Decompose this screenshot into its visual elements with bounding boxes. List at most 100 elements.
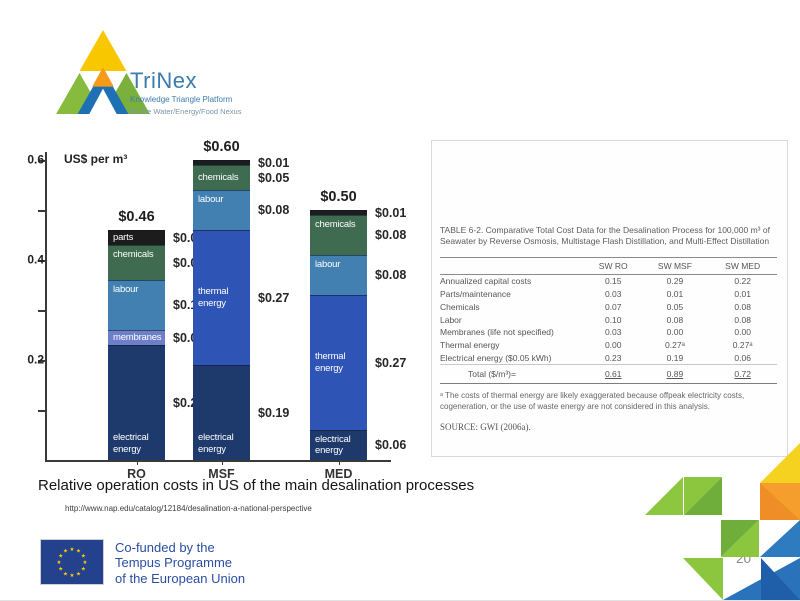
table-row: Labor 0.10 0.08 0.08 bbox=[440, 313, 777, 326]
y-axis-unit-label: US$ per m³ bbox=[64, 152, 128, 166]
table-cell: Parts/maintenance bbox=[440, 289, 511, 300]
table-cell: 0.01 bbox=[734, 289, 751, 300]
segment-chemicals: chemicals bbox=[310, 215, 367, 255]
svg-text:★: ★ bbox=[76, 549, 81, 555]
table-total-cell: 0.61 bbox=[584, 364, 642, 385]
table-header: SW RO SW MSF SW MED bbox=[440, 256, 777, 275]
x-tick bbox=[136, 460, 138, 465]
trinex-text: TriNex Knowledge Triangle Platform for t… bbox=[130, 70, 242, 117]
table-row: Annualized capital costs 0.15 0.29 0.22 bbox=[440, 274, 777, 287]
svg-text:★: ★ bbox=[70, 573, 75, 579]
eu-text: Co-funded by the Tempus Programme of the… bbox=[115, 540, 245, 586]
bar-total-label: $0.46 bbox=[118, 209, 155, 225]
cost-chart: US$ per m³ 0.2 0.4 0.6 $0.23 $0.03 $0.10 $0.07… bbox=[26, 139, 428, 490]
table-cell: 0.08 bbox=[734, 314, 751, 325]
segment-thermal-energy: thermal energy bbox=[310, 295, 367, 430]
table-row: Membranes (life not specified) 0.03 0.00 0.… bbox=[440, 326, 777, 339]
bar-total-label: $0.60 bbox=[203, 139, 240, 155]
segment-label: labour bbox=[315, 259, 341, 270]
segment-label: labour bbox=[113, 284, 139, 295]
y-tick bbox=[38, 160, 46, 162]
value-label: $0.27 bbox=[258, 290, 290, 305]
cost-table: SW RO SW MSF SW MED Annualized capital cos… bbox=[440, 256, 777, 385]
segment-label: chemicals bbox=[315, 219, 356, 230]
table-cell: Membranes (life not specified) bbox=[440, 327, 554, 338]
table-cell: 0.00 bbox=[604, 340, 622, 351]
table-total-cell: Total ($/m³)= bbox=[440, 364, 585, 385]
value-label: $0.08 bbox=[375, 268, 407, 282]
value-label: $0.01 bbox=[258, 155, 290, 170]
eu-flag-icon: ★★★ ★★★ ★★★ ★ ★★ bbox=[40, 539, 104, 585]
svg-text:★: ★ bbox=[81, 567, 86, 573]
svg-text:★: ★ bbox=[58, 567, 63, 573]
table-row: Chemicals 0.07 0.05 0.08 bbox=[440, 301, 777, 314]
x-tick bbox=[338, 460, 340, 465]
table-row: Thermal energy 0.00 0.27ᵃ 0.27ᵃ bbox=[440, 339, 777, 352]
table-cell: Labor bbox=[440, 314, 462, 325]
segment-labour: labour bbox=[310, 255, 367, 295]
svg-text:★: ★ bbox=[83, 560, 88, 566]
segment-parts: parts bbox=[108, 230, 165, 245]
eu-text-line1: Co-funded by the bbox=[115, 540, 215, 555]
column-header: SW RO bbox=[584, 256, 642, 275]
segment-parts bbox=[310, 210, 367, 215]
segment-label: chemicals bbox=[198, 172, 239, 184]
table-cell: 0.07 bbox=[604, 301, 622, 312]
table-cell: 0.15 bbox=[604, 276, 622, 287]
table-source: SOURCE: GWI (2006a). bbox=[440, 422, 531, 432]
segment-electrical-energy: electrical energy bbox=[108, 345, 165, 460]
trinex-subtitle: Knowledge Triangle Platform bbox=[130, 95, 233, 104]
y-tick bbox=[38, 210, 46, 212]
value-label: $0.27 bbox=[375, 355, 407, 370]
segment-label: chemicals bbox=[113, 249, 154, 260]
svg-text:★: ★ bbox=[63, 571, 68, 577]
table-cell: 0.00 bbox=[666, 327, 684, 338]
table-cell: 0.06 bbox=[734, 353, 751, 364]
trinex-triangle-icon bbox=[56, 29, 150, 115]
table-cell: Annualized capital costs bbox=[440, 276, 532, 287]
eu-cofunded-block: ★ ★ ★ ★ ★ ★ ★ ★ ★ ★ ★ ★ Co-funded by the Tempus … bbox=[40, 539, 245, 586]
y-tick-label: 0.4 bbox=[27, 252, 44, 267]
value-label: $0.06 bbox=[375, 438, 407, 452]
segment-label: electrical energy bbox=[113, 432, 149, 456]
svg-text:★: ★ bbox=[57, 560, 62, 566]
bar-total-label: $0.50 bbox=[320, 189, 357, 205]
table-cell: 0.29 bbox=[666, 276, 684, 287]
table-cell: Chemicals bbox=[440, 301, 480, 312]
value-label: $0.05 bbox=[258, 170, 290, 185]
trinex-logo: TriNex Knowledge Triangle Platform for t… bbox=[45, 20, 345, 125]
segment-label: electrical energy bbox=[198, 432, 234, 456]
bar-RO: electrical energy membranes labour chemical… bbox=[108, 230, 165, 460]
table-cell: 0.23 bbox=[604, 353, 622, 364]
segment-parts bbox=[193, 160, 250, 165]
column-header: SW MED bbox=[708, 256, 777, 275]
eu-text-line2: Tempus Programme bbox=[115, 555, 233, 571]
table-total-cell: 0.72 bbox=[708, 364, 777, 385]
x-tick bbox=[221, 460, 223, 465]
table-panel: TABLE 6-2. Comparative Total Cost Data f… bbox=[431, 140, 788, 457]
table-content: TABLE 6-2. Comparative Total Cost Data f… bbox=[432, 141, 787, 432]
svg-text:★: ★ bbox=[58, 554, 63, 560]
table-cell: 0.22 bbox=[734, 276, 751, 287]
segment-label: membranes bbox=[113, 332, 162, 344]
y-tick bbox=[38, 410, 46, 412]
svg-text:★: ★ bbox=[63, 549, 68, 555]
eu-text-line3: of the European Union bbox=[115, 570, 246, 586]
table-header-row: SW RO SW MSF SW MED bbox=[440, 256, 777, 275]
table-cell: Electrical energy ($0.05 kWh) bbox=[440, 353, 552, 364]
table-total-cell: 0.89 bbox=[641, 364, 709, 385]
trinex-tagline: for the Water/Energy/Food Nexus bbox=[130, 107, 242, 116]
decorative-triangle bbox=[760, 443, 800, 483]
table-row: Parts/maintenance 0.03 0.01 0.01 bbox=[440, 288, 777, 301]
y-tick-label: 0.6 bbox=[27, 152, 44, 167]
decorative-triangle bbox=[683, 558, 723, 600]
table-cell: 0.27ᵃ bbox=[665, 340, 685, 351]
svg-text:★: ★ bbox=[81, 554, 86, 560]
column-header: SW MSF bbox=[641, 256, 709, 275]
segment-labour: labour bbox=[193, 190, 250, 230]
segment-membranes: membranes bbox=[108, 330, 165, 345]
segment-labour: labour bbox=[108, 280, 165, 330]
segment-label: electrical energy bbox=[315, 433, 351, 457]
chart-caption: Relative operation costs in US of the ma… bbox=[38, 477, 475, 494]
